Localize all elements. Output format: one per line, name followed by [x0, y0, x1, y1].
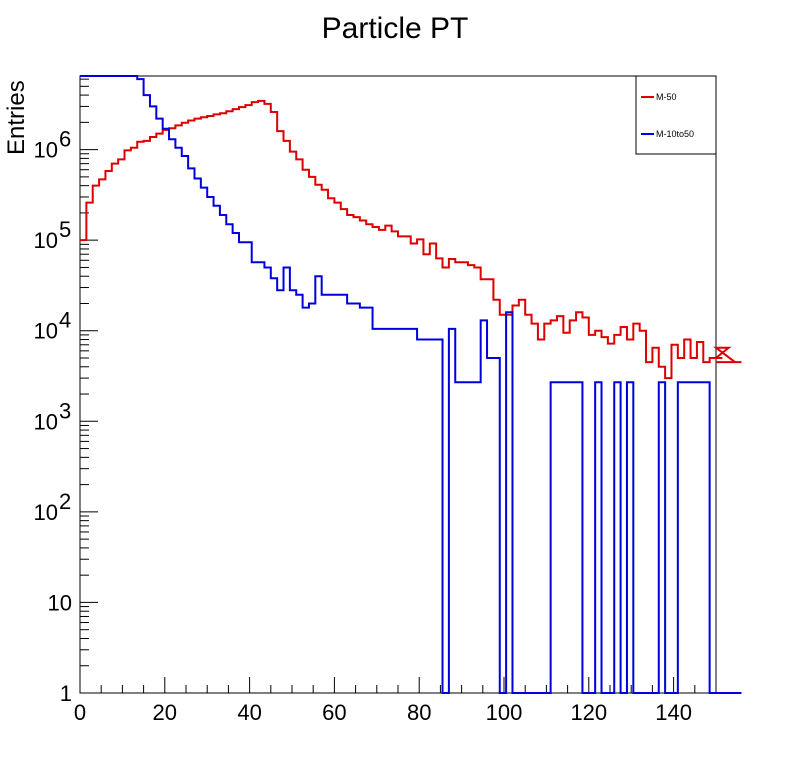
- series-layer: [80, 75, 742, 694]
- series-line-0: [80, 99, 742, 380]
- y-tick-exponent: 5: [59, 217, 71, 242]
- x-axis: 0 20 40 60 80 100 120 140: [74, 677, 717, 725]
- legend: M-50 M-10to50: [635, 75, 717, 155]
- y-tick-exponent: 4: [59, 308, 71, 333]
- x-tick-label: 140: [655, 700, 692, 725]
- y-tick-label: 10: [34, 319, 58, 344]
- legend-label: M-50: [656, 92, 677, 102]
- y-tick-label: 10: [34, 138, 58, 163]
- legend-label: M-10to50: [656, 129, 694, 139]
- x-tick-label: 80: [407, 700, 431, 725]
- x-tick-label: 120: [570, 700, 607, 725]
- y-tick-exponent: 6: [59, 127, 71, 152]
- y-axis-label: Entries: [3, 80, 30, 155]
- legend-box: [635, 75, 717, 155]
- y-tick-label: 10: [48, 590, 72, 615]
- y-tick-label: 10: [34, 500, 58, 525]
- x-tick-label: 100: [486, 700, 523, 725]
- chart-title: Particle PT: [322, 12, 469, 45]
- x-tick-label: 60: [322, 700, 346, 725]
- y-tick-exponent: 2: [59, 489, 71, 514]
- y-tick-label: 10: [34, 409, 58, 434]
- x-tick-label: 20: [153, 700, 177, 725]
- x-tick-label: 40: [237, 700, 261, 725]
- series-line-1: [80, 75, 742, 694]
- y-tick-exponent: 3: [59, 398, 71, 423]
- x-tick-label: 0: [74, 700, 86, 725]
- y-tick-label: 1: [60, 681, 72, 706]
- y-tick-label: 10: [34, 228, 58, 253]
